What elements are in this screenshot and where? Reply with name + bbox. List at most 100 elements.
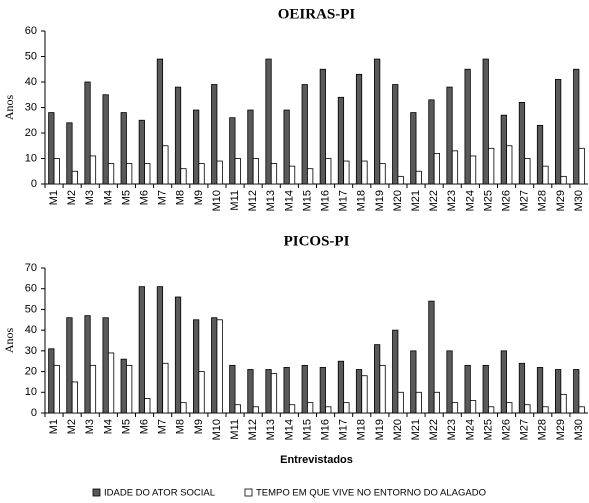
legend-swatch — [92, 488, 101, 497]
bar — [415, 391, 422, 414]
bar — [138, 119, 145, 185]
x-tick-label: M27 — [519, 419, 531, 440]
x-tick-label: M2 — [66, 419, 78, 434]
x-tick-label: M6 — [138, 190, 150, 205]
bar — [433, 152, 440, 185]
x-tick-label: M23 — [446, 190, 458, 211]
bar — [252, 406, 259, 414]
bar — [126, 163, 133, 185]
bar — [379, 364, 386, 414]
bar — [500, 350, 507, 414]
x-tick-label: M1 — [48, 190, 60, 205]
y-tick-label: 30 — [25, 101, 37, 113]
bar — [193, 319, 200, 414]
x-tick-label: M4 — [102, 419, 114, 434]
bar — [355, 73, 363, 185]
x-tick-label: M11 — [229, 190, 241, 211]
y-axis-label: Anos — [2, 95, 16, 121]
y-tick-label: 0 — [31, 407, 37, 419]
bar — [337, 360, 345, 414]
bar — [542, 406, 549, 414]
bar — [71, 170, 78, 185]
bar — [252, 158, 259, 185]
bar — [138, 286, 145, 414]
bar — [307, 168, 314, 185]
x-tick-label: M14 — [283, 190, 295, 211]
x-tick-label: M18 — [356, 419, 368, 440]
y-tick-label: 50 — [25, 50, 37, 62]
x-tick-label: M4 — [102, 190, 114, 205]
bar — [573, 369, 580, 414]
bar — [536, 367, 544, 414]
y-axis-label: Anos — [2, 328, 16, 354]
x-tick-label: M21 — [410, 419, 422, 440]
bar — [229, 364, 236, 414]
x-tick-label: M7 — [157, 190, 169, 205]
bar — [193, 109, 200, 185]
y-tick-label: 20 — [25, 365, 37, 377]
y-tick-label: 30 — [25, 345, 37, 357]
x-tick-label: M9 — [193, 190, 205, 205]
bar — [84, 81, 91, 185]
bar — [283, 367, 290, 414]
x-tick-label: M20 — [392, 419, 404, 440]
x-tick-label: M15 — [301, 190, 313, 211]
bar — [156, 58, 164, 185]
bar — [48, 348, 55, 414]
bar — [379, 163, 386, 185]
bar — [355, 369, 363, 414]
bar — [392, 84, 399, 185]
bar — [560, 393, 567, 414]
bar — [126, 364, 133, 414]
bar — [301, 364, 308, 414]
x-tick-label: M12 — [247, 419, 259, 440]
x-tick-label: M30 — [573, 419, 585, 440]
x-tick-label: M8 — [175, 190, 187, 205]
bar — [107, 163, 115, 185]
bar — [156, 286, 164, 414]
x-tick-label: M26 — [500, 190, 512, 211]
bar — [433, 391, 440, 414]
bar — [265, 369, 272, 414]
bar — [524, 158, 531, 185]
x-tick-label: M29 — [555, 190, 567, 211]
bar — [53, 158, 60, 185]
bar — [578, 406, 585, 414]
bar — [84, 315, 91, 414]
bar — [211, 317, 218, 414]
bar — [66, 317, 73, 414]
x-tick-label: M7 — [157, 419, 169, 434]
x-tick-label: M3 — [84, 419, 96, 434]
y-tick-label: 70 — [25, 262, 37, 274]
x-tick-label: M27 — [519, 190, 531, 211]
bar — [343, 402, 350, 414]
bar — [464, 364, 471, 414]
y-tick-label: 10 — [25, 152, 37, 164]
bar — [53, 364, 60, 414]
bar — [524, 404, 531, 414]
bar — [397, 391, 404, 414]
bar — [120, 358, 127, 414]
x-tick-label: M15 — [301, 419, 313, 440]
bar — [288, 165, 296, 185]
x-tick-label: M13 — [265, 190, 277, 211]
bar — [488, 147, 495, 185]
bar — [234, 404, 241, 414]
chart-title: OEIRAS-PI — [278, 6, 356, 22]
bar — [410, 350, 417, 414]
bar — [71, 381, 78, 414]
bar — [397, 175, 404, 185]
x-tick-label: M11 — [229, 419, 241, 440]
x-tick-label: M24 — [464, 190, 476, 211]
x-tick-label: M28 — [537, 419, 549, 440]
bar — [446, 350, 453, 414]
bar — [107, 352, 115, 414]
y-tick-label: 20 — [25, 127, 37, 139]
x-tick-label: M1 — [48, 419, 60, 434]
y-tick-label: 40 — [25, 76, 37, 88]
bar — [536, 124, 544, 185]
legend-label: TEMPO EM QUE VIVE NO ENTORNO DO ALAGADO — [256, 488, 486, 499]
bar — [578, 147, 585, 185]
x-tick-label: M20 — [392, 190, 404, 211]
